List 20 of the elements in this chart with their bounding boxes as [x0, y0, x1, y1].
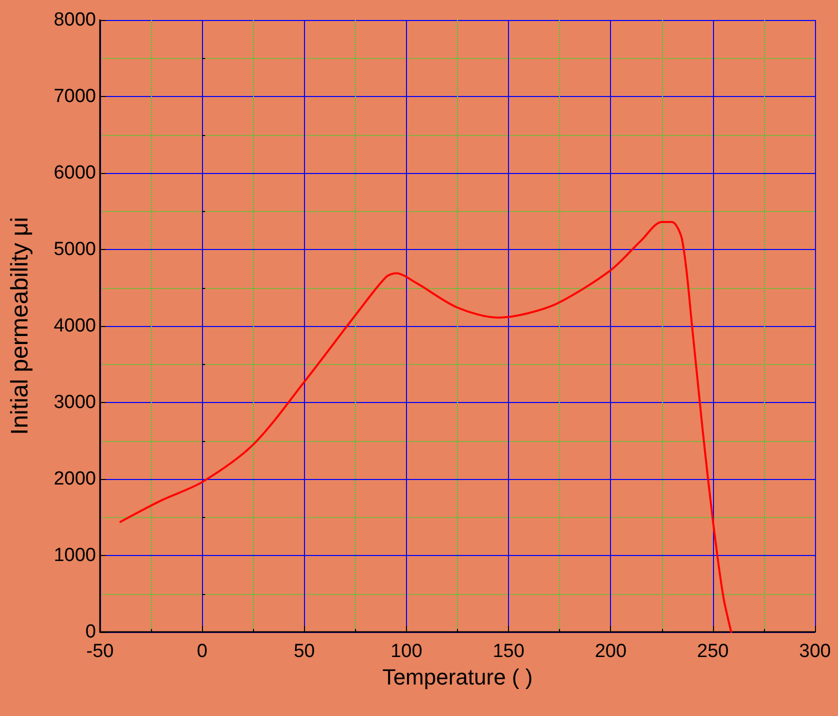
y-tick-label: 8000 — [54, 10, 96, 30]
y-tick-label: 2000 — [54, 468, 96, 490]
x-tick-label: 0 — [196, 641, 208, 662]
y-tick-label: 7000 — [54, 86, 96, 107]
y-tick-label: 5000 — [54, 239, 96, 260]
y-tick-label: 1000 — [54, 545, 96, 566]
x-tick-label: 300 — [799, 641, 831, 662]
y-tick-label: 6000 — [54, 162, 96, 184]
y-tick-label: 3000 — [54, 392, 96, 413]
y-tick-label: 0 — [85, 622, 96, 642]
x-tick-label: 50 — [294, 641, 315, 662]
line-series — [119, 220, 732, 633]
y-axis-title: Initial permeability μi — [6, 217, 34, 435]
x-tick-label: 250 — [697, 641, 729, 662]
y-tick-label: 4000 — [54, 316, 96, 336]
x-tick-label: 100 — [390, 641, 422, 662]
x-tick-label: 150 — [492, 641, 524, 662]
x-tick-label: 200 — [594, 641, 627, 662]
x-axis-title: Temperature ( ) — [382, 664, 533, 690]
x-tick-label: -50 — [86, 641, 114, 662]
